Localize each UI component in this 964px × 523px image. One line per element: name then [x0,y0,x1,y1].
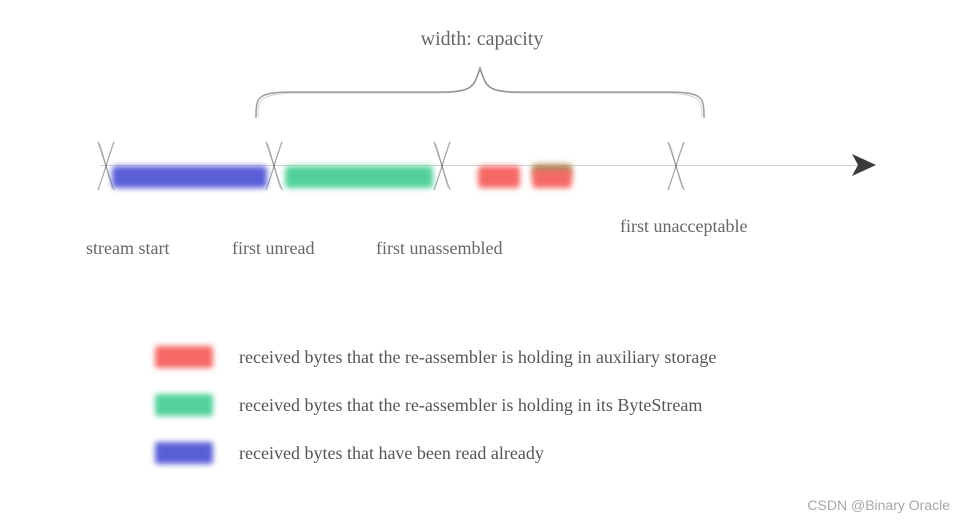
label-first-unread: first unread [232,238,314,259]
label-first-unassembled: first unassembled [376,238,502,259]
legend-row-bytestream: received bytes that the re-assembler is … [155,394,915,416]
legend-text-bytestream: received bytes that the re-assembler is … [239,395,702,416]
legend: received bytes that the re-assembler is … [155,346,915,490]
legend-swatch-green [155,394,213,416]
stream-timeline [100,150,870,220]
arrowhead-icon [850,150,880,180]
legend-text-aux: received bytes that the re-assembler is … [239,347,716,368]
tick-first-unacceptable [656,136,696,196]
capacity-title: width: capacity [421,28,544,51]
watermark: CSDN @Binary Oracle [807,497,950,513]
capacity-brace [252,62,708,122]
label-stream-start: stream start [86,238,169,259]
legend-row-read: received bytes that have been read alrea… [155,442,915,464]
segment-aux-2 [532,170,572,188]
legend-text-read: received bytes that have been read alrea… [239,443,544,464]
legend-swatch-blue [155,442,213,464]
legend-swatch-red [155,346,213,368]
segment-unread [285,166,433,188]
label-first-unacceptable: first unacceptable [620,216,747,237]
segment-aux-1 [478,166,520,188]
segment-read [112,166,267,188]
legend-row-aux: received bytes that the re-assembler is … [155,346,915,368]
